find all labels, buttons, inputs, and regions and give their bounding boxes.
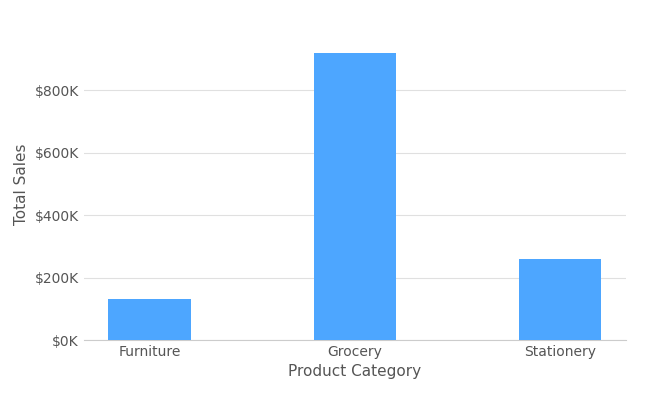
Bar (313, 53, 396, 340)
Bar (519, 259, 601, 340)
X-axis label: Product Category: Product Category (288, 364, 421, 380)
Y-axis label: Total Sales: Total Sales (14, 143, 29, 225)
Bar (108, 300, 190, 340)
